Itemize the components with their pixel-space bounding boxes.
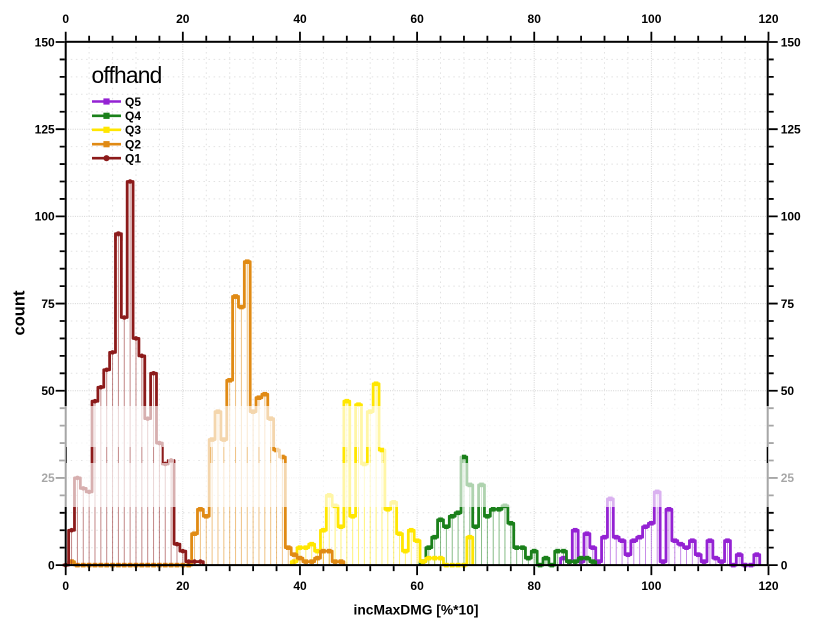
- svg-text:50: 50: [41, 384, 55, 398]
- svg-text:80: 80: [528, 12, 542, 26]
- svg-text:150: 150: [35, 35, 55, 49]
- svg-text:60: 60: [410, 12, 424, 26]
- svg-text:150: 150: [781, 35, 801, 49]
- svg-text:count: count: [11, 290, 29, 335]
- svg-text:Q2: Q2: [125, 138, 141, 152]
- svg-text:75: 75: [41, 297, 55, 311]
- svg-text:125: 125: [781, 123, 801, 137]
- svg-text:125: 125: [35, 123, 55, 137]
- svg-text:Q1: Q1: [125, 152, 141, 166]
- svg-text:20: 20: [176, 12, 190, 26]
- svg-text:80: 80: [528, 579, 542, 593]
- svg-text:0: 0: [62, 579, 69, 593]
- svg-text:40: 40: [293, 12, 307, 26]
- svg-text:0: 0: [781, 558, 788, 572]
- svg-text:0: 0: [62, 12, 69, 26]
- svg-text:120: 120: [758, 579, 778, 593]
- svg-text:incMaxDMG [%*10]: incMaxDMG [%*10]: [354, 603, 479, 618]
- svg-text:100: 100: [781, 210, 801, 224]
- svg-text:75: 75: [781, 297, 795, 311]
- svg-text:60: 60: [410, 579, 424, 593]
- svg-text:Q3: Q3: [125, 123, 141, 137]
- svg-text:0: 0: [48, 558, 55, 572]
- svg-text:Q4: Q4: [125, 109, 141, 123]
- svg-text:Q5: Q5: [125, 95, 141, 109]
- svg-text:100: 100: [641, 12, 661, 26]
- svg-text:offhand: offhand: [92, 62, 162, 88]
- svg-text:20: 20: [176, 579, 190, 593]
- svg-text:100: 100: [35, 210, 55, 224]
- svg-text:100: 100: [641, 579, 661, 593]
- svg-text:50: 50: [781, 384, 795, 398]
- svg-text:120: 120: [758, 12, 778, 26]
- svg-text:40: 40: [293, 579, 307, 593]
